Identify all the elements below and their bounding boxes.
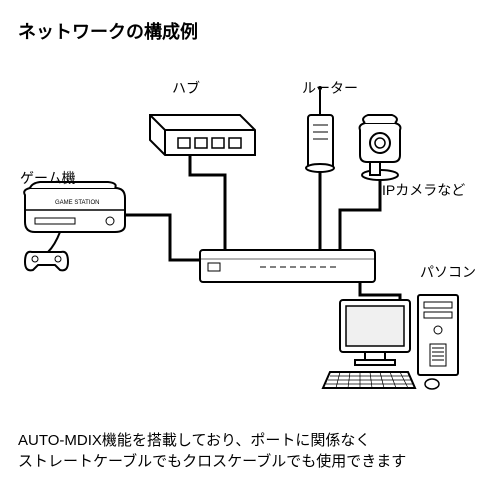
hub-label: ハブ [172,78,200,98]
footer-text: AUTO-MDIX機能を搭載しており、ポートに関係なく ストレートケーブルでもク… [18,430,482,472]
pc-label: パソコン [420,262,476,282]
footer-line2: ストレートケーブルでもクロスケーブルでも使用できます [18,453,406,470]
footer-line1: AUTO-MDIX機能を搭載しており、ポートに関係なく [18,432,370,449]
ipcamera-device [360,115,401,180]
router-device [306,86,334,172]
switch-device [200,250,375,282]
pc-device [323,295,458,389]
router-label: ルーター [302,78,358,98]
svg-text:GAME STATION: GAME STATION [55,200,99,206]
ipcam-label: IPカメラなど [382,180,465,200]
network-diagram: GAME STATION [0,0,500,500]
game-console: GAME STATION [24,182,125,270]
hub-device [150,115,255,155]
game-label: ゲーム機 [20,168,76,188]
